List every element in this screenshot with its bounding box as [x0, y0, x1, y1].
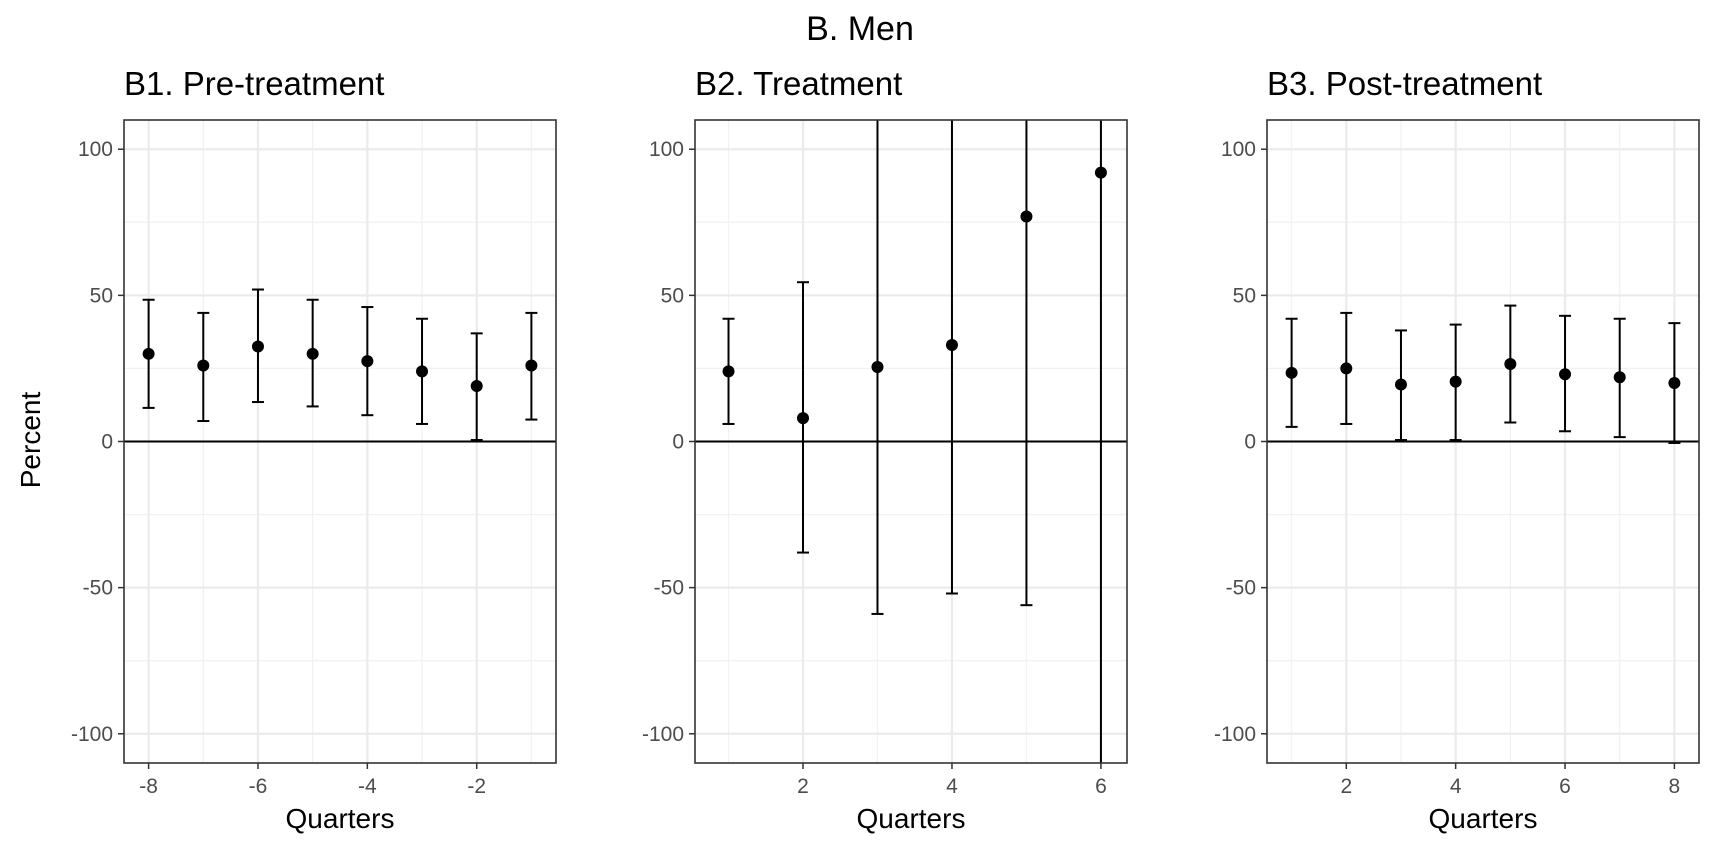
data-point: [470, 379, 483, 392]
data-layer: [722, 120, 1107, 763]
panel-title: B2. Treatment: [695, 65, 902, 102]
x-axis-label: Quarters: [286, 803, 395, 834]
data-point: [1449, 375, 1462, 388]
x-tick-label: -8: [139, 775, 158, 798]
panel-2: 2 4 6 -100 -50 0 50 100 B2. Treatment Quarters: [642, 65, 1128, 834]
panel-1: -8 -6 -4 -2 -100 -50 0 50 100 B1. Pre-treatment Qu…: [71, 65, 557, 834]
x-tick-label: 2: [797, 775, 809, 798]
panel-border: [694, 119, 1128, 764]
data-point: [1094, 166, 1107, 179]
y-tick-label: 100: [649, 138, 684, 161]
y-tick-label: 50: [661, 284, 684, 307]
data-point: [1020, 210, 1033, 223]
data-point: [197, 359, 210, 372]
x-axis-label: Quarters: [857, 803, 966, 834]
x-tick-label: 4: [946, 775, 958, 798]
data-point: [416, 365, 429, 378]
data-point: [361, 355, 374, 368]
data-point: [945, 339, 958, 352]
data-point: [142, 347, 155, 360]
data-point: [1613, 371, 1626, 384]
data-point: [1394, 378, 1407, 391]
x-tick-label: -2: [467, 775, 486, 798]
panel-3: 2 4 6 8 -100 -50 0 50 100 B3. Post-treatment Quart…: [1214, 65, 1700, 834]
data-point: [1668, 377, 1681, 390]
y-tick-label: -50: [1226, 577, 1256, 600]
panels: -8 -6 -4 -2 -100 -50 0 50 100 B1. Pre-treatment Qu…: [71, 65, 1700, 834]
x-tick-label: -6: [249, 775, 268, 798]
figure-y-axis-label: Percent: [15, 392, 46, 489]
data-point: [1340, 362, 1353, 375]
data-point: [1504, 358, 1517, 371]
panel-border: [123, 119, 557, 764]
data-layer: [1285, 304, 1681, 444]
y-tick-label: 100: [1221, 138, 1256, 161]
x-tick-label: 6: [1095, 775, 1107, 798]
data-point: [871, 360, 884, 373]
figure-title: B. Men: [806, 10, 914, 48]
x-tick-label: 6: [1559, 775, 1571, 798]
data-point: [306, 347, 319, 360]
x-axis-label: Quarters: [1429, 803, 1538, 834]
y-tick-label: -50: [83, 577, 113, 600]
data-point: [722, 365, 735, 378]
y-tick-label: 50: [90, 284, 113, 307]
data-point: [251, 340, 264, 353]
y-tick-label: -50: [654, 577, 684, 600]
x-tick-label: -4: [358, 775, 377, 798]
y-tick-label: -100: [1214, 723, 1256, 746]
data-point: [1559, 368, 1572, 381]
panel-border: [1266, 119, 1700, 764]
data-layer: [142, 288, 538, 442]
data-point: [525, 359, 538, 372]
y-tick-label: 0: [1244, 431, 1256, 454]
x-tick-label: 4: [1450, 775, 1462, 798]
y-tick-label: 50: [1233, 284, 1256, 307]
panel-title: B3. Post-treatment: [1267, 65, 1542, 102]
y-tick-label: -100: [71, 723, 113, 746]
y-tick-label: 0: [672, 431, 684, 454]
y-tick-label: 0: [101, 431, 113, 454]
x-tick-label: 8: [1669, 775, 1681, 798]
y-tick-label: 100: [78, 138, 113, 161]
data-point: [797, 412, 809, 425]
y-tick-label: -100: [642, 723, 684, 746]
data-point: [1285, 366, 1298, 379]
x-tick-label: 2: [1340, 775, 1352, 798]
panel-title: B1. Pre-treatment: [124, 65, 384, 102]
